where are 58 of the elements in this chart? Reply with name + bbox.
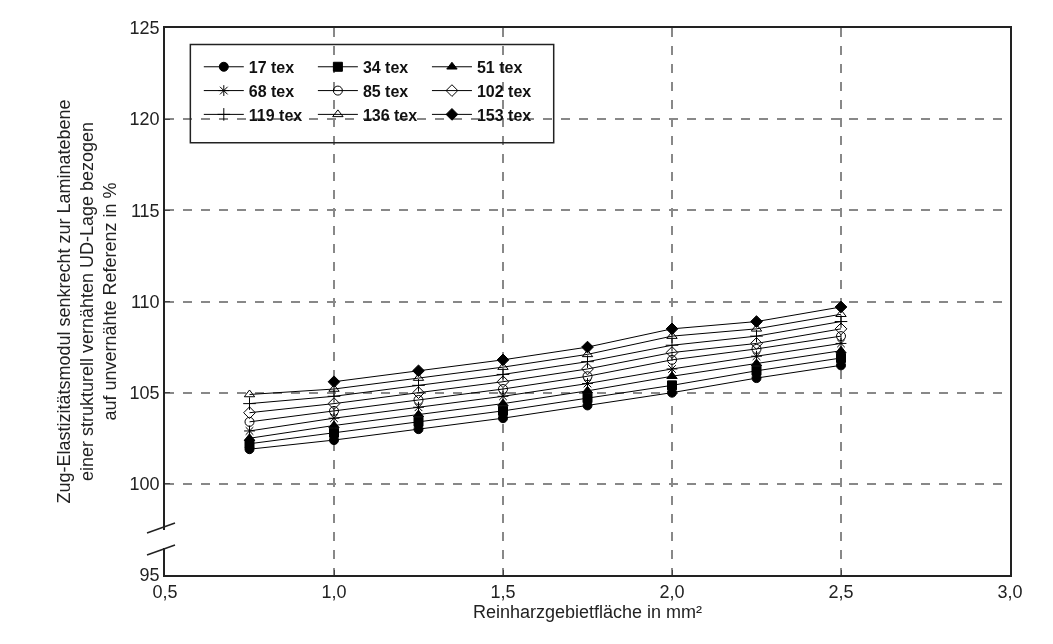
- point: [244, 416, 255, 427]
- point: [750, 337, 763, 350]
- legend-label: 34 tex: [362, 59, 409, 77]
- x-tick-label: 3,0: [997, 582, 1023, 603]
- point: [413, 416, 424, 427]
- y-tick-label: 120: [129, 109, 160, 130]
- point: [498, 405, 508, 416]
- legend-label: 136 tex: [362, 106, 418, 124]
- legend-label: 119 tex: [248, 106, 303, 124]
- x-tick-label: 2,5: [828, 582, 854, 603]
- point: [329, 427, 339, 438]
- point: [665, 346, 679, 359]
- point: [498, 384, 508, 395]
- point: [667, 354, 677, 365]
- x-tick-label: 1,0: [321, 582, 347, 603]
- point: [581, 340, 594, 354]
- point: [496, 353, 510, 367]
- point: [582, 371, 593, 382]
- point: [411, 378, 426, 393]
- point: [581, 362, 594, 376]
- legend-label: 17 tex: [248, 59, 295, 77]
- point: [836, 331, 846, 342]
- point: [496, 367, 510, 382]
- point: [327, 389, 341, 404]
- point: [327, 397, 341, 410]
- x-tick-label: 2,0: [659, 582, 685, 603]
- x-tick-label: 1,5: [490, 582, 516, 603]
- y-tick-label: 125: [129, 18, 160, 39]
- point: [834, 300, 848, 314]
- legend-label: 85 tex: [362, 82, 409, 100]
- point: [834, 322, 848, 336]
- point: [580, 354, 595, 369]
- point: [751, 343, 762, 354]
- point: [243, 406, 256, 420]
- y-tick-label: 100: [129, 474, 160, 495]
- point: [582, 393, 593, 404]
- point: [750, 315, 763, 328]
- point: [665, 322, 679, 336]
- point: [667, 380, 677, 391]
- point: [329, 405, 339, 416]
- point: [836, 353, 846, 364]
- point: [327, 375, 341, 389]
- point: [665, 338, 679, 353]
- point: [496, 375, 510, 389]
- y-tick-label: 115: [130, 200, 160, 221]
- point: [412, 386, 425, 400]
- y-axis-title: Zug-Elastizitätsmodul senkrecht zur Laminatebene einer strukturell vernähten UD-Lage bezogen auf unvernähte Referenz in %: [53, 99, 121, 504]
- point: [412, 364, 425, 378]
- legend-label: 102 tex: [476, 82, 532, 100]
- x-axis-title: Reinharzgebietfläche in mm²: [472, 602, 703, 623]
- y-tick-label: 105: [129, 382, 160, 403]
- legend-label: 153 tex: [476, 106, 532, 124]
- point: [751, 365, 762, 376]
- point: [413, 394, 424, 405]
- legend-label: 68 tex: [248, 82, 295, 100]
- y-tick-label: 110: [130, 291, 160, 312]
- legend-label: 51 tex: [476, 59, 523, 77]
- point: [749, 329, 764, 343]
